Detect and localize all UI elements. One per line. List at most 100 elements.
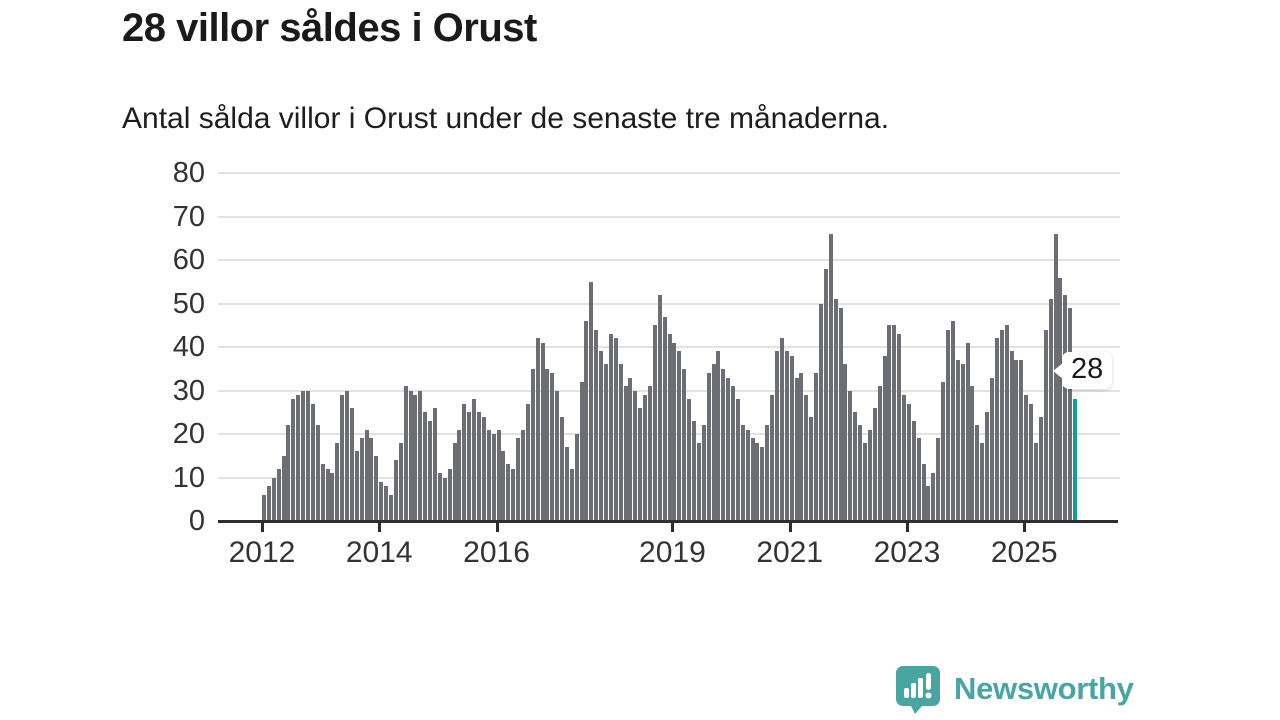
bar — [994, 338, 999, 521]
bar — [960, 364, 965, 521]
bar — [1014, 360, 1019, 521]
bar — [423, 412, 428, 521]
bar — [574, 434, 579, 521]
bar — [1038, 416, 1043, 521]
bar — [618, 364, 623, 521]
bar — [520, 429, 525, 521]
bar — [765, 425, 770, 521]
bar — [970, 386, 975, 521]
bar — [975, 425, 980, 521]
bar — [310, 403, 315, 521]
brand-footer: Newsworthy — [894, 664, 1134, 714]
bar — [354, 451, 359, 521]
bar — [906, 403, 911, 521]
bar — [921, 464, 926, 521]
x-axis-tick — [788, 521, 792, 532]
bar — [550, 373, 555, 521]
bar — [682, 368, 687, 521]
bar — [711, 364, 716, 521]
bar — [1019, 360, 1024, 521]
bar — [472, 399, 477, 521]
bar — [286, 425, 291, 521]
bar — [828, 234, 833, 521]
bar — [608, 334, 613, 521]
bar — [511, 468, 516, 521]
bar — [643, 394, 648, 521]
bar — [745, 429, 750, 521]
bar — [359, 438, 364, 521]
bar — [633, 390, 638, 521]
bar — [706, 373, 711, 521]
bar — [721, 368, 726, 521]
bar — [726, 377, 731, 521]
bar — [335, 442, 340, 521]
bar — [369, 438, 374, 521]
bar — [965, 342, 970, 521]
bar — [437, 473, 442, 521]
bar — [916, 438, 921, 521]
bar — [740, 425, 745, 521]
bar — [623, 386, 628, 521]
x-axis-tick — [1023, 521, 1027, 532]
x-axis-tick — [378, 521, 382, 532]
x-axis-tick-label: 2023 — [873, 536, 941, 569]
bar — [340, 394, 345, 521]
bar — [569, 468, 574, 521]
bar — [1004, 325, 1009, 521]
y-axis-tick-label: 0 — [188, 505, 205, 537]
bar — [862, 442, 867, 521]
bar — [604, 364, 609, 521]
bar — [804, 394, 809, 521]
bar — [955, 360, 960, 521]
bar — [696, 442, 701, 521]
x-axis-tick-label: 2012 — [228, 536, 296, 569]
bar — [750, 438, 755, 521]
bar — [848, 390, 853, 521]
bar — [980, 442, 985, 521]
bar — [867, 429, 872, 521]
bar — [657, 294, 662, 521]
bar — [579, 381, 584, 521]
bar — [589, 281, 594, 521]
bar — [1009, 351, 1014, 521]
bar — [926, 486, 931, 521]
bar — [535, 338, 540, 521]
bar — [506, 464, 511, 521]
y-axis-tick-label: 20 — [172, 418, 205, 451]
bar — [794, 377, 799, 521]
bar — [315, 425, 320, 521]
bar — [418, 390, 423, 521]
bar — [305, 390, 310, 521]
bar — [814, 373, 819, 521]
bar — [613, 338, 618, 521]
bar — [858, 425, 863, 521]
bar — [525, 403, 530, 521]
bar — [276, 468, 281, 521]
bar — [735, 399, 740, 521]
bar — [760, 447, 765, 521]
bar — [999, 329, 1004, 521]
bar — [902, 394, 907, 521]
bar — [853, 412, 858, 521]
bar — [413, 394, 418, 521]
bar — [872, 407, 877, 521]
bar — [545, 368, 550, 521]
bar — [447, 468, 452, 521]
x-axis-tick-label: 2025 — [990, 536, 1058, 569]
bar — [789, 355, 794, 521]
bar — [291, 399, 296, 521]
bar — [379, 481, 384, 521]
bar — [1033, 442, 1038, 521]
bar — [677, 351, 682, 521]
bar — [457, 429, 462, 521]
bar — [476, 412, 481, 521]
bar — [501, 451, 506, 521]
x-axis-tick — [495, 521, 499, 532]
x-axis-tick-label: 2014 — [345, 536, 413, 569]
bar — [467, 412, 472, 521]
bar — [349, 407, 354, 521]
bar — [364, 429, 369, 521]
bar — [594, 329, 599, 521]
x-axis-line — [218, 520, 1118, 523]
